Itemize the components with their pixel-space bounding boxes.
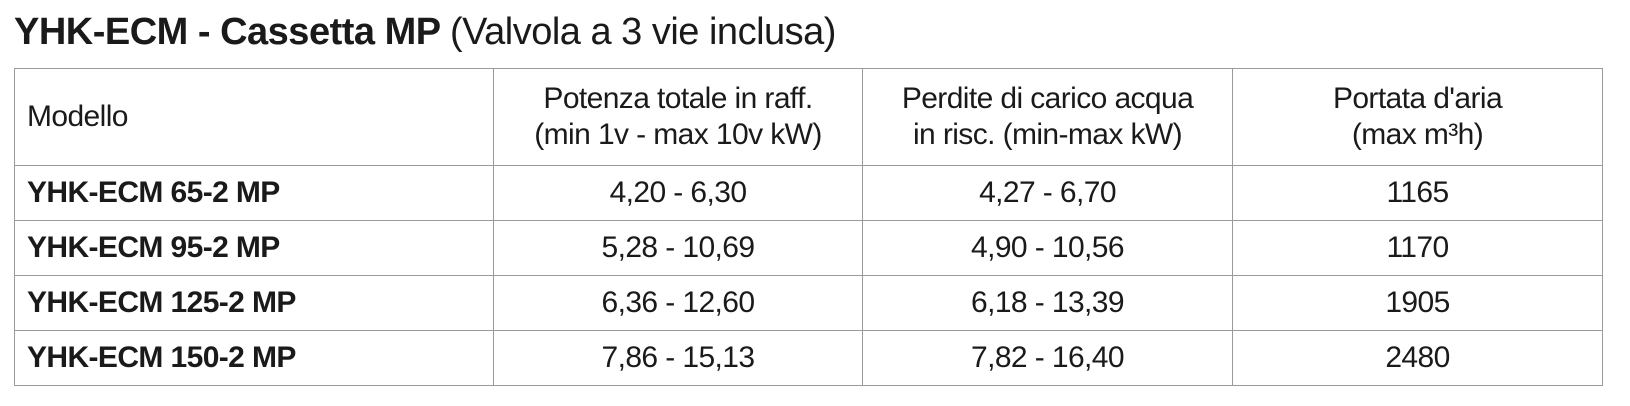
value-cell: 4,20 - 6,30	[493, 165, 863, 221]
header-line: Modello	[27, 100, 128, 133]
model-cell: YHK-ECM 150-2 MP	[14, 330, 494, 386]
value-cell: 7,82 - 16,40	[862, 330, 1233, 386]
table-row: YHK-ECM 125-2 MP 6,36 - 12,60 6,18 - 13,39…	[14, 275, 1603, 331]
table-body: YHK-ECM 65-2 MP 4,20 - 6,30 4,27 - 6,70 116…	[14, 165, 1603, 386]
title-note: (Valvola a 3 vie inclusa)	[449, 11, 836, 53]
header-line: in risc. (min-max kW)	[912, 118, 1183, 151]
header-cell: Modello	[14, 68, 494, 166]
model-cell: YHK-ECM 125-2 MP	[14, 275, 494, 331]
header-cell: Perdite di carico acqua in risc. (min-max…	[862, 68, 1233, 166]
title-main: YHK-ECM - Cassetta MP	[14, 11, 440, 53]
header-line: (min 1v - max 10v kW)	[534, 118, 822, 151]
value-cell: 4,27 - 6,70	[862, 165, 1233, 221]
value-cell: 1905	[1232, 275, 1603, 331]
header-row: Modello Potenza totale in raff. (min 1v - …	[14, 68, 1603, 166]
header-line: Potenza totale in raff.	[543, 82, 813, 115]
value-cell: 7,86 - 15,13	[493, 330, 863, 386]
header-cell: Potenza totale in raff. (min 1v - max 10v…	[493, 68, 863, 166]
model-cell: YHK-ECM 95-2 MP	[14, 220, 494, 276]
value-cell: 6,18 - 13,39	[862, 275, 1233, 331]
value-cell: 5,28 - 10,69	[493, 220, 863, 276]
value-cell: 2480	[1232, 330, 1603, 386]
title: YHK-ECM - Cassetta MP (Valvola a 3 vie i…	[14, 8, 836, 56]
value-cell: 1170	[1232, 220, 1603, 276]
header-line: Portata d'aria	[1332, 82, 1503, 115]
value-cell: 1165	[1232, 165, 1603, 221]
value-cell: 4,90 - 10,56	[862, 220, 1233, 276]
table-row: YHK-ECM 65-2 MP 4,20 - 6,30 4,27 - 6,70 116…	[14, 165, 1603, 221]
model-cell: YHK-ECM 65-2 MP	[14, 165, 494, 221]
header-line: Perdite di carico acqua	[901, 82, 1194, 115]
table-row: YHK-ECM 95-2 MP 5,28 - 10,69 4,90 - 10,56 1…	[14, 220, 1603, 276]
value-cell: 6,36 - 12,60	[493, 275, 863, 331]
header-cell: Portata d'aria (max m³h)	[1232, 68, 1603, 166]
header-line: (max m³h)	[1351, 118, 1484, 151]
table-row: YHK-ECM 150-2 MP 7,86 - 15,13 7,82 - 16,40…	[14, 330, 1603, 386]
spec-table: Modello Potenza totale in raff. (min 1v - …	[14, 68, 1603, 386]
